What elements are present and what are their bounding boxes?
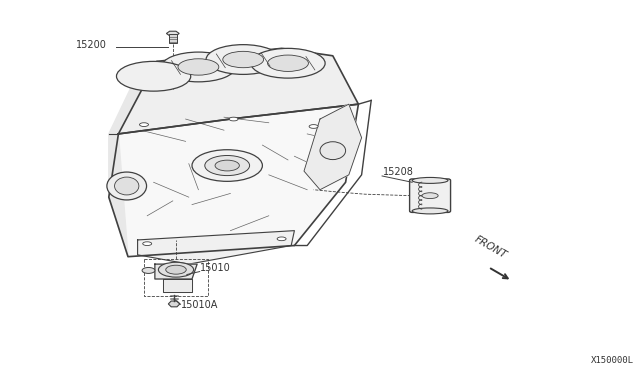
- Ellipse shape: [422, 193, 438, 199]
- Text: 15208: 15208: [383, 167, 413, 177]
- Text: FRONT: FRONT: [472, 234, 508, 260]
- Polygon shape: [118, 48, 358, 134]
- Text: 15010A: 15010A: [181, 300, 218, 310]
- Text: X150000L: X150000L: [591, 356, 634, 365]
- Ellipse shape: [412, 177, 448, 183]
- Ellipse shape: [251, 48, 325, 78]
- Ellipse shape: [215, 160, 239, 171]
- Polygon shape: [138, 231, 294, 264]
- Ellipse shape: [205, 155, 250, 176]
- Polygon shape: [163, 279, 192, 292]
- Ellipse shape: [161, 52, 236, 82]
- Ellipse shape: [115, 177, 139, 195]
- Ellipse shape: [309, 125, 318, 128]
- Polygon shape: [109, 61, 157, 257]
- Polygon shape: [109, 104, 358, 257]
- Polygon shape: [168, 301, 180, 307]
- Polygon shape: [304, 104, 362, 190]
- Polygon shape: [166, 31, 179, 36]
- Ellipse shape: [178, 59, 219, 75]
- Ellipse shape: [159, 262, 193, 277]
- Ellipse shape: [412, 208, 448, 214]
- Ellipse shape: [277, 237, 286, 241]
- Ellipse shape: [116, 61, 191, 91]
- Ellipse shape: [142, 267, 155, 273]
- Ellipse shape: [143, 242, 152, 246]
- Ellipse shape: [107, 172, 147, 200]
- Ellipse shape: [192, 150, 262, 182]
- Ellipse shape: [320, 142, 346, 160]
- Ellipse shape: [268, 55, 308, 71]
- Text: 15200: 15200: [76, 40, 106, 50]
- FancyBboxPatch shape: [169, 34, 177, 43]
- Ellipse shape: [229, 117, 238, 121]
- Ellipse shape: [223, 51, 264, 68]
- FancyBboxPatch shape: [410, 179, 451, 212]
- Ellipse shape: [166, 265, 186, 274]
- Text: 15010: 15010: [200, 263, 231, 273]
- Ellipse shape: [206, 45, 280, 74]
- Polygon shape: [155, 264, 197, 279]
- Ellipse shape: [140, 123, 148, 126]
